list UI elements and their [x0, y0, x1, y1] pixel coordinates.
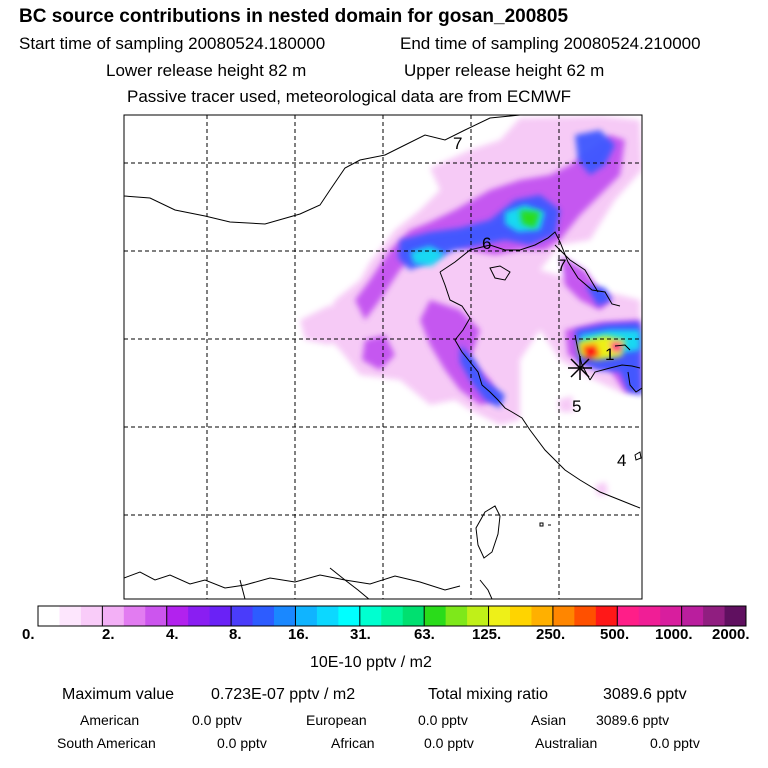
colorbar-tick-label: 16. — [288, 626, 309, 643]
colorbar-cell — [123, 606, 146, 626]
region-name-american: American — [80, 712, 140, 728]
end-time-label: End time of sampling 20080524.210000 — [400, 34, 701, 53]
region-value-european: 0.0 pptv — [418, 712, 468, 728]
colorbar-tick-label: 31. — [350, 626, 371, 643]
region-labels: 7 6 7 1 5 4 — [453, 134, 626, 470]
colorbar-cell — [166, 606, 189, 626]
region-label: 7 — [453, 134, 462, 153]
colorbar-tick-label: 500. — [600, 626, 630, 643]
colorbar-cell — [59, 606, 82, 626]
region-name-australian: Australian — [535, 735, 598, 751]
colorbar-cell — [188, 606, 211, 626]
region-label: 5 — [572, 397, 581, 416]
start-time-label: Start time of sampling 20080524.180000 — [19, 34, 326, 53]
region-name-european: European — [306, 712, 367, 728]
colorbar-cell — [595, 606, 618, 626]
tracer-note: Passive tracer used, meteorological data… — [127, 87, 572, 106]
colorbar-tick-label: 63. — [414, 626, 435, 643]
lower-release-label: Lower release height 82 m — [106, 61, 307, 80]
region-label: 6 — [482, 234, 491, 253]
colorbar-cell — [209, 606, 232, 626]
region-value-asian: 3089.6 pptv — [596, 712, 670, 728]
colorbar-cell — [703, 606, 726, 626]
region-label: 4 — [617, 451, 626, 470]
colorbar-cell — [638, 606, 661, 626]
colorbar-units: 10E-10 pptv / m2 — [310, 654, 432, 671]
colorbar-cell — [38, 606, 60, 626]
plume-hotspot — [520, 210, 625, 360]
colorbar-cell — [445, 606, 468, 626]
colorbar-frame — [37, 605, 747, 627]
colorbar-cell — [467, 606, 490, 626]
region-value-american: 0.0 pptv — [192, 712, 242, 728]
coastlines — [124, 115, 642, 599]
max-value-label: Maximum value — [62, 686, 175, 703]
colorbar-tick-label: 8. — [229, 626, 242, 643]
total-mixing-value: 3089.6 pptv — [603, 686, 687, 703]
colorbar-cell — [295, 606, 318, 626]
colorbar-cell — [681, 606, 704, 626]
colorbar-cell — [145, 606, 168, 626]
colorbar-cell — [80, 606, 103, 626]
region-name-south-american: South American — [57, 735, 156, 751]
region-label: 1 — [605, 345, 614, 364]
region-name-asian: Asian — [531, 712, 567, 728]
colorbar-cell — [402, 606, 425, 626]
colorbar-cell — [252, 606, 275, 626]
figure-title: BC source contributions in nested domain… — [19, 6, 569, 27]
receptor-star-icon — [568, 356, 592, 380]
colorbar-cell — [359, 606, 382, 626]
colorbar-tick-label: 2000. — [712, 626, 750, 643]
graticule — [124, 115, 642, 599]
colorbar-tick-label: 4. — [166, 626, 179, 643]
colorbar-cell — [274, 606, 296, 626]
colorbar-cell — [531, 606, 554, 626]
colorbar-cell — [381, 606, 404, 626]
colorbar-cell — [660, 606, 683, 626]
colorbar-cell — [316, 606, 339, 626]
upper-release-label: Upper release height 62 m — [404, 61, 605, 80]
colorbar-cell — [552, 606, 575, 626]
colorbar-tick-label: 2. — [102, 626, 115, 643]
colorbar — [38, 606, 747, 626]
plume-layer — [300, 116, 642, 496]
colorbar-tick-label: 1000. — [655, 626, 693, 643]
total-mixing-label: Total mixing ratio — [428, 686, 549, 703]
max-value: 0.723E-07 pptv / m2 — [211, 686, 356, 703]
region-value-african: 0.0 pptv — [424, 735, 474, 751]
colorbar-tick-label: 0. — [22, 626, 35, 643]
colorbar-ticks — [101, 606, 683, 626]
region-value-australian: 0.0 pptv — [650, 735, 700, 751]
colorbar-cell — [617, 606, 640, 626]
colorbar-cell — [510, 606, 532, 626]
region-name-african: African — [331, 735, 375, 751]
map-frame — [123, 114, 643, 600]
region-label: 7 — [557, 256, 566, 275]
colorbar-tick-label: 250. — [536, 626, 566, 643]
colorbar-cell — [102, 606, 125, 626]
colorbar-cell — [488, 606, 511, 626]
colorbar-cell — [231, 606, 254, 626]
colorbar-cell — [338, 606, 361, 626]
region-value-south-american: 0.0 pptv — [217, 735, 267, 751]
colorbar-cell — [724, 606, 747, 626]
colorbar-tick-label: 125. — [472, 626, 502, 643]
colorbar-cell — [424, 606, 447, 626]
colorbar-cell — [574, 606, 597, 626]
